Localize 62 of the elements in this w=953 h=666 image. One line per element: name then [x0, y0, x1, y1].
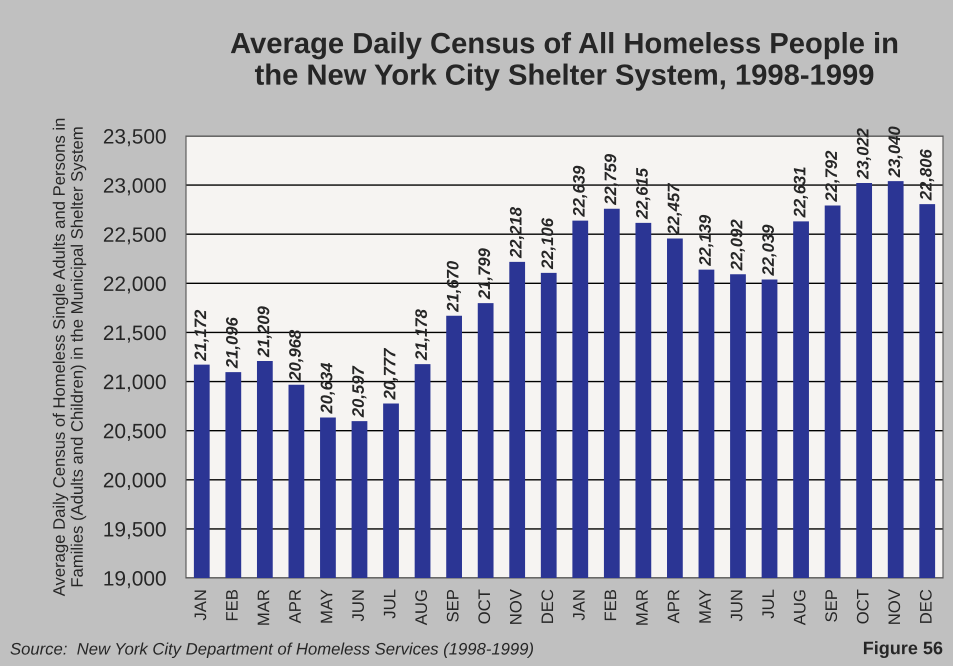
- y-tick-label: 19,000: [104, 571, 166, 588]
- x-tick-label: MAR: [258, 590, 270, 625]
- data-label: 21,172: [194, 310, 209, 361]
- x-tick-label: SEP: [446, 590, 459, 622]
- data-label: 22,631: [794, 167, 808, 218]
- x-tick-label: MAR: [636, 590, 648, 625]
- data-label: 22,806: [920, 149, 934, 200]
- data-label: 22,457: [668, 182, 682, 235]
- x-tick-label: DEC: [920, 590, 932, 623]
- data-label: 21,209: [258, 306, 272, 358]
- x-tick-label: JUN: [352, 590, 364, 622]
- data-label: 20,634: [320, 362, 335, 414]
- caption: Figure 56: [864, 641, 942, 658]
- data-label: 23,022: [856, 128, 872, 180]
- x-tick-label: JUL: [762, 590, 774, 618]
- x-tick-label: JAN: [573, 590, 585, 620]
- x-tick-label: APR: [668, 590, 680, 624]
- data-label: 21,178: [415, 309, 430, 360]
- data-label: 21,670: [446, 261, 461, 312]
- data-label: 22,106: [541, 218, 556, 270]
- y-tick-label: 20,000: [104, 472, 166, 490]
- y-tick-label: 22,500: [104, 227, 166, 244]
- x-tick-label: OCT: [856, 589, 869, 624]
- chart-title: Average Daily Census of All Homeless People in the New York City Shelter System, 1998-1999: [230, 32, 898, 91]
- x-tick-label: AUG: [794, 590, 806, 626]
- data-label: 22,639: [572, 166, 588, 217]
- x-tick-label: FEB: [226, 590, 238, 620]
- x-tick-label: OCT: [478, 589, 490, 624]
- data-label: 22,759: [604, 154, 619, 206]
- x-tick-label: MAY: [699, 589, 711, 623]
- source-note: Source: New York City Department of Homeless Services (1998-1999): [10, 642, 534, 658]
- y-axis-title: Average Daily Census of Homeless Single Adults and Persons in Families (Adults and Children) in the Municipal Shelter System: [52, 118, 86, 596]
- x-tick-label: JUL: [384, 590, 396, 618]
- y-tick-label: 19,500: [104, 522, 166, 540]
- data-label: 22,792: [825, 150, 840, 202]
- x-tick-label: NOV: [888, 589, 900, 624]
- y-tick-label: 23,500: [104, 129, 166, 146]
- data-label: 22,139: [699, 214, 714, 266]
- y-tick-label: 21,500: [104, 325, 166, 343]
- data-label: 22,092: [730, 220, 745, 271]
- x-tick-label: FEB: [604, 590, 616, 620]
- data-label: 20,777: [384, 348, 398, 400]
- data-label: 22,615: [636, 168, 650, 220]
- data-label: 22,218: [510, 207, 524, 258]
- x-tick-label: APR: [289, 590, 301, 624]
- x-tick-label: MAY: [320, 589, 332, 623]
- x-tick-label: JUN: [730, 590, 742, 622]
- y-tick-label: 23,000: [104, 178, 166, 196]
- data-label: 20,597: [352, 366, 366, 418]
- y-tick-label: 21,000: [104, 374, 166, 392]
- data-label: 20,968: [289, 330, 304, 382]
- x-tick-label: SEP: [825, 590, 838, 622]
- data-label: 23,040: [888, 126, 903, 178]
- data-label: 21,096: [226, 317, 240, 368]
- x-tick-label: AUG: [415, 590, 428, 626]
- x-tick-label: DEC: [541, 590, 554, 623]
- y-tick-label: 20,500: [104, 424, 166, 441]
- data-label: 21,799: [478, 248, 493, 300]
- y-tick-label: 22,000: [104, 276, 166, 294]
- data-label: 22,039: [762, 224, 776, 276]
- x-tick-label: NOV: [510, 589, 522, 624]
- x-tick-label: JAN: [194, 590, 206, 620]
